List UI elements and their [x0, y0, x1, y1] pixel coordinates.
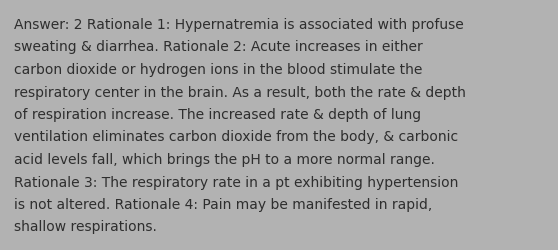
Text: carbon dioxide or hydrogen ions in the blood stimulate the: carbon dioxide or hydrogen ions in the b… [14, 63, 422, 77]
Text: is not altered. Rationale 4: Pain may be manifested in rapid,: is not altered. Rationale 4: Pain may be… [14, 197, 432, 211]
Text: Answer: 2 Rationale 1: Hypernatremia is associated with profuse: Answer: 2 Rationale 1: Hypernatremia is … [14, 18, 464, 32]
Text: sweating & diarrhea. Rationale 2: Acute increases in either: sweating & diarrhea. Rationale 2: Acute … [14, 40, 423, 54]
Text: acid levels fall, which brings the pH to a more normal range.: acid levels fall, which brings the pH to… [14, 152, 435, 166]
Text: shallow respirations.: shallow respirations. [14, 220, 157, 234]
Text: Rationale 3: The respiratory rate in a pt exhibiting hypertension: Rationale 3: The respiratory rate in a p… [14, 175, 458, 189]
Text: of respiration increase. The increased rate & depth of lung: of respiration increase. The increased r… [14, 108, 421, 122]
Text: respiratory center in the brain. As a result, both the rate & depth: respiratory center in the brain. As a re… [14, 85, 466, 99]
Text: ventilation eliminates carbon dioxide from the body, & carbonic: ventilation eliminates carbon dioxide fr… [14, 130, 458, 144]
